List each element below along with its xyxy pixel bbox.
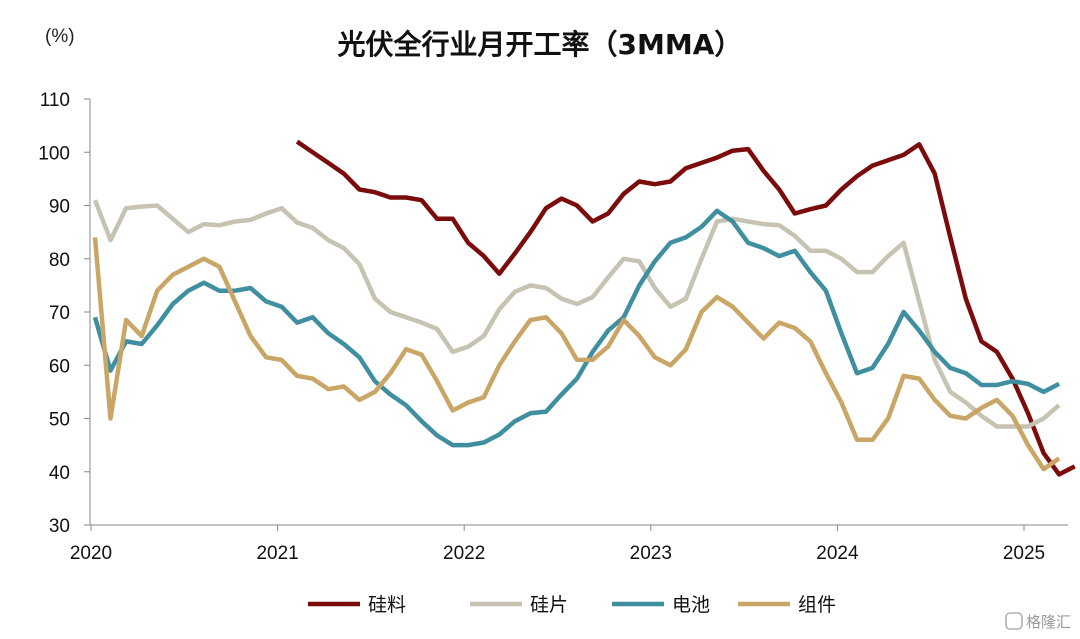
x-axis: 2020 2021 2022 2023 2024 2025: [70, 524, 1068, 564]
legend-item: 组件: [738, 594, 836, 616]
watermark: 格隆汇: [1005, 612, 1071, 631]
series-lines: [92, 139, 1076, 477]
series-line-1: [295, 139, 1076, 477]
series-line-2: [92, 199, 1061, 429]
x-tick-label: 2021: [256, 543, 298, 564]
y-tick-label: 40: [49, 463, 70, 484]
legend: 硅料 硅片 电池 组件: [308, 594, 836, 616]
y-tick-label: 70: [49, 303, 70, 324]
y-tick-label: 60: [49, 356, 70, 377]
y-axis: 30 40 50 60 70 80 90 100 110: [38, 90, 91, 537]
chart-title: 光伏全行业月开工率（3MMA）: [337, 28, 743, 61]
watermark-logo-icon: [1005, 612, 1023, 630]
x-tick-label: 2025: [1003, 543, 1045, 564]
series-line-4: [92, 237, 1061, 472]
legend-item: 硅料: [308, 594, 406, 616]
y-tick-label: 100: [38, 143, 70, 164]
watermark-text: 格隆汇: [1026, 613, 1071, 631]
legend-item: 硅片: [470, 594, 568, 616]
y-tick-label: 50: [49, 410, 70, 431]
y-tick-label: 80: [49, 250, 70, 271]
series-line-3: [92, 208, 1061, 448]
y-unit-label: (%): [45, 26, 75, 47]
y-tick-label: 90: [49, 197, 70, 218]
legend-label: 电池: [672, 594, 710, 616]
y-tick-label: 110: [40, 90, 70, 111]
x-tick-label: 2022: [443, 543, 485, 564]
x-tick-label: 2020: [70, 543, 112, 564]
legend-item: 电池: [612, 594, 710, 616]
x-tick-label: 2024: [816, 543, 859, 564]
y-tick-label: 30: [49, 516, 70, 537]
x-tick-label: 2023: [630, 543, 672, 564]
legend-label: 组件: [798, 594, 836, 616]
legend-label: 硅片: [530, 594, 568, 616]
legend-label: 硅料: [368, 594, 406, 616]
